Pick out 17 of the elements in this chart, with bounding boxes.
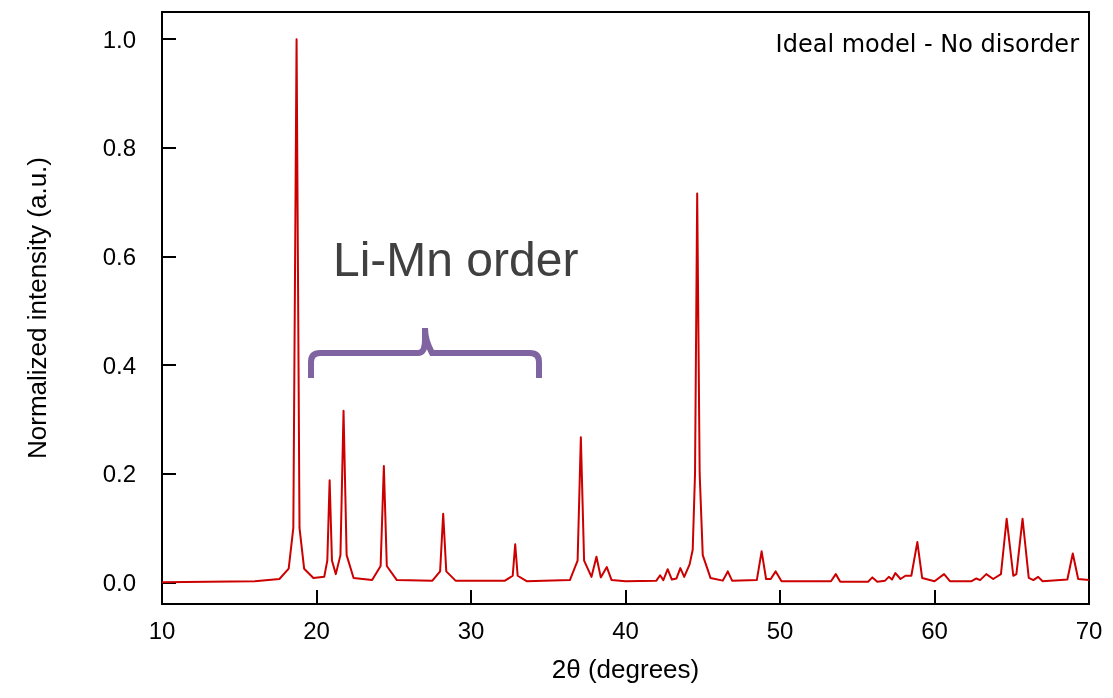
x-tick-label: 30: [457, 616, 485, 644]
y-tick-label: 0.6: [102, 242, 136, 270]
x-tick-label: 10: [148, 616, 176, 644]
x-tick-label: 50: [766, 616, 794, 644]
y-tick-label: 0.2: [102, 460, 136, 488]
y-axis-title: Normalized intensity (a.u.): [22, 157, 52, 459]
y-tick-label: 1.0: [102, 25, 136, 53]
annotation: Li-Mn order: [333, 232, 579, 287]
x-tick-label: 20: [303, 616, 330, 644]
y-tick-label: 0.4: [102, 351, 136, 379]
x-tick-label: 60: [921, 616, 948, 644]
x-tick-label: 40: [612, 616, 639, 644]
annotation: Ideal model - No disorder: [775, 30, 1080, 58]
x-axis-title: 2θ (degrees): [551, 654, 700, 684]
y-tick-label: 0.8: [102, 134, 136, 162]
y-tick-label: 0.0: [102, 568, 136, 596]
x-tick-label: 70: [1075, 616, 1103, 644]
